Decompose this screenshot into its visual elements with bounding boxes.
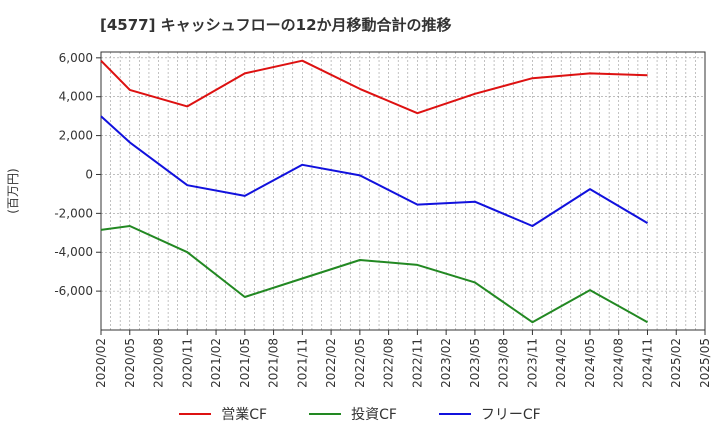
x-tick-label: 2022/05: [353, 338, 367, 388]
legend-label-investing: 投資CF: [351, 407, 397, 423]
x-tick-label: 2023/05: [468, 338, 482, 388]
x-tick-label: 2025/02: [669, 338, 683, 388]
legend-swatch-operating: [179, 413, 212, 415]
y-axis-label: (百万円): [6, 168, 20, 213]
legend-item-free: フリーCF: [438, 404, 541, 424]
y-tick-label: 4,000: [59, 90, 93, 104]
y-tick-label: 0: [85, 167, 93, 181]
chart-title: [4577] キャッシュフローの12か月移動合計の推移: [100, 16, 452, 34]
series-lines: [100, 59, 649, 324]
legend-swatch-free: [438, 413, 471, 415]
series-line-1: [100, 225, 648, 324]
legend-item-investing: 投資CF: [309, 404, 397, 424]
legend: 営業CF 投資CF フリーCF: [0, 404, 720, 424]
x-tick-label: 2021/08: [267, 338, 281, 388]
legend-item-operating: 営業CF: [179, 404, 267, 424]
x-tick-label: 2023/08: [497, 338, 511, 388]
x-tick-label: 2020/11: [180, 338, 194, 388]
x-tick-label: 2023/11: [525, 338, 539, 388]
legend-swatch-investing: [309, 413, 342, 415]
y-tick-label: -4,000: [54, 245, 93, 259]
x-tick-label: 2020/02: [94, 338, 108, 388]
y-tick-label: 2,000: [59, 129, 93, 143]
y-tick-label: -6,000: [54, 284, 93, 298]
y-tick-label: -2,000: [54, 206, 93, 220]
x-tick-label: 2023/02: [439, 338, 453, 388]
plot-frame: [100, 51, 706, 331]
series-line-2: [100, 115, 649, 227]
series-line-0: [100, 59, 648, 115]
x-tick-label: 2024/02: [554, 338, 568, 388]
x-tick-label: 2022/02: [324, 338, 338, 388]
legend-label-operating: 営業CF: [221, 407, 268, 423]
legend-label-free: フリーCF: [480, 407, 541, 423]
x-tick-label: 2024/11: [640, 338, 654, 388]
x-tick-label: 2020/08: [152, 338, 166, 388]
axes: [96, 51, 706, 335]
x-tick-label: 2024/08: [612, 338, 626, 388]
tick-labels: 6,000 4,000 2,000 0 -2,000 -4,000 -6,000 2020/0…: [6, 51, 712, 388]
x-tick-label: 2020/05: [123, 338, 137, 388]
y-tick-label: 6,000: [59, 51, 93, 65]
grid-lines: [100, 52, 706, 330]
x-tick-label: 2021/02: [209, 338, 223, 388]
x-tick-label: 2025/05: [698, 338, 712, 388]
x-tick-label: 2021/11: [295, 338, 309, 388]
x-tick-label: 2022/08: [382, 338, 396, 388]
x-tick-label: 2022/11: [410, 338, 424, 388]
x-tick-label: 2024/05: [583, 338, 597, 388]
x-tick-label: 2021/05: [238, 338, 252, 388]
